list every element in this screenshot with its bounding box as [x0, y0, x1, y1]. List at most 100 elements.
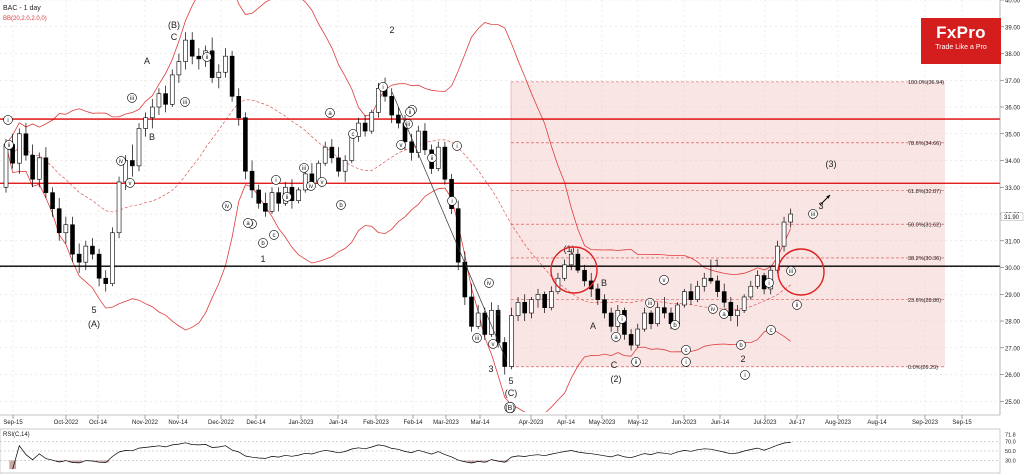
candle-up	[376, 87, 381, 113]
wave-label: iii	[183, 100, 187, 106]
candle	[482, 307, 488, 340]
wave-label: a	[722, 312, 726, 318]
x-tick-label: Jun-2023	[671, 420, 697, 426]
rsi-level-label: 30.0	[1005, 459, 1016, 465]
candle	[209, 37, 215, 83]
x-tick-label: May-2023	[589, 420, 616, 426]
candle-up	[356, 122, 361, 137]
wave-label-circle	[681, 357, 691, 367]
brand-name: FxPro	[936, 23, 986, 42]
y-tick-label: 30.00	[1005, 266, 1021, 272]
price-axis: 25.0026.0027.0028.0029.0030.0031.0032.00…	[999, 0, 1024, 475]
x-tick-label: Mar-14	[470, 420, 490, 426]
wave-label: (C)	[505, 388, 518, 398]
y-tick-label: 26.00	[1005, 373, 1021, 379]
wave-label: i	[451, 199, 452, 205]
wave-label-circle	[306, 181, 316, 191]
candle	[50, 187, 55, 217]
wave-label: iii	[789, 269, 793, 275]
rsi-oversold-fill	[55, 460, 63, 463]
candle-up	[748, 285, 754, 298]
rsi-oversold-fill	[481, 460, 489, 463]
candle	[356, 117, 361, 142]
candle-down	[229, 55, 235, 97]
candle-up	[176, 61, 182, 76]
candle	[342, 155, 348, 182]
candle-down	[163, 93, 168, 105]
wave-label: v	[400, 143, 403, 149]
candle	[189, 32, 195, 65]
rsi-oversold-fill	[69, 460, 76, 463]
wave-label: b	[739, 343, 743, 349]
wave-label: a	[328, 111, 332, 117]
wave-label-circle	[325, 108, 335, 118]
candle	[169, 69, 175, 108]
rsi-oversold-fill	[461, 460, 469, 462]
wave-label: 3	[488, 364, 493, 374]
wave-label-circle	[403, 119, 413, 129]
x-tick-label: Oct-14	[89, 420, 108, 426]
candle-up	[781, 221, 787, 247]
candle-up	[223, 55, 228, 73]
wave-label-circle	[719, 309, 729, 319]
candle-down	[56, 208, 62, 234]
x-tick-label: Jan-2023	[288, 420, 314, 426]
candle	[755, 270, 760, 289]
candle	[728, 296, 734, 322]
rsi-oversold-fill	[9, 460, 17, 470]
candle	[542, 291, 547, 314]
wave-label: i	[621, 317, 622, 323]
candle	[608, 307, 614, 332]
candle	[256, 184, 262, 209]
candle-down	[455, 208, 461, 263]
candle-up	[568, 253, 574, 266]
candle-down	[70, 224, 75, 255]
candle-down	[389, 96, 395, 116]
candle-up	[342, 160, 348, 172]
wave-label: ii	[635, 360, 638, 366]
candle	[276, 187, 281, 212]
wave-label: C	[611, 360, 618, 370]
bollinger-upper	[5, 0, 792, 275]
candle-up	[322, 146, 328, 164]
candle-down	[76, 253, 82, 263]
candle-down	[43, 157, 49, 193]
candle	[163, 85, 168, 113]
candle-up	[63, 224, 69, 234]
candle	[63, 216, 69, 244]
candle-up	[701, 277, 707, 287]
candle-up	[548, 291, 554, 308]
x-tick-label: Mar-2023	[433, 420, 459, 426]
bollinger-lower	[5, 144, 791, 412]
candle-down	[189, 39, 195, 57]
indicator-title: BB(20,2.0,2.0,0)	[3, 16, 47, 22]
y-tick-label: 34.00	[1005, 159, 1021, 165]
wave-label: iv	[225, 204, 229, 210]
y-tick-label: 38.00	[1005, 52, 1021, 58]
candle-up	[369, 112, 375, 132]
candle	[16, 128, 22, 174]
x-tick-label: Aug-14	[867, 420, 887, 426]
rsi-oversold-fill	[468, 460, 475, 463]
x-tick-label: Jul-17	[789, 420, 806, 426]
candle-down	[422, 130, 428, 151]
candle-up	[349, 136, 355, 161]
current-price-box	[1000, 212, 1024, 221]
wave-label-circle	[378, 82, 388, 92]
wave-label-circle	[764, 278, 774, 288]
wave-label-circle	[504, 401, 516, 414]
candle	[741, 294, 747, 314]
wave-label: (B)	[505, 405, 514, 412]
wave-label-circle	[736, 340, 746, 350]
wave-label-circle	[348, 129, 358, 139]
candle	[628, 329, 634, 351]
wave-trend-line	[391, 91, 508, 363]
wave-label: (3)	[826, 159, 837, 169]
candle	[322, 141, 328, 166]
wave-label-circle	[222, 201, 232, 211]
candle-up	[562, 264, 567, 279]
y-tick-label: 33.00	[1005, 186, 1021, 192]
fib-level-label: 23.6%(28.80)	[908, 298, 941, 304]
candle-down	[209, 50, 215, 78]
x-tick-label: Apr-2023	[519, 420, 544, 426]
